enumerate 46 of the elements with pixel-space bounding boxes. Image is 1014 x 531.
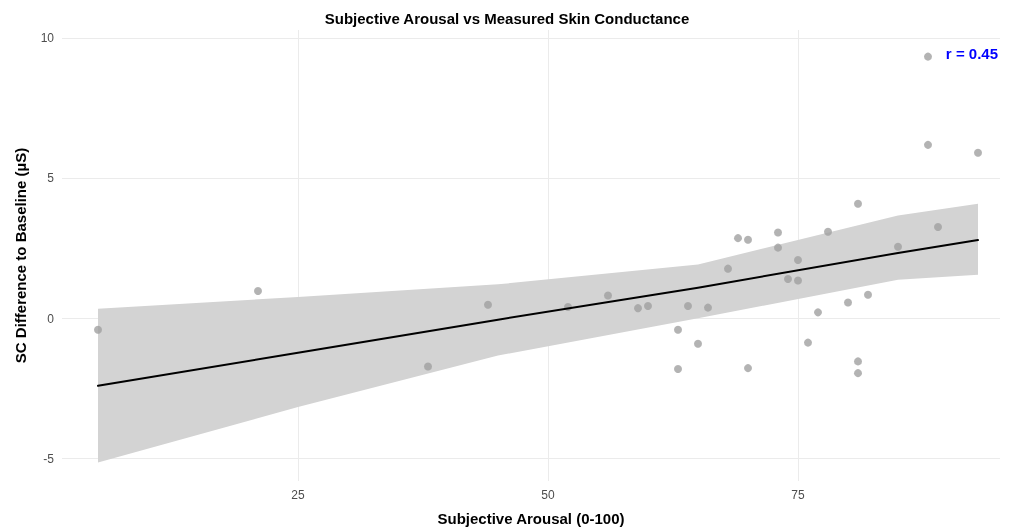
x-tick-label: 25 [291, 488, 305, 502]
point [894, 242, 902, 251]
point [94, 325, 102, 334]
point [644, 301, 652, 310]
point [724, 264, 732, 273]
point [734, 234, 742, 243]
y-tick-label: 5 [47, 171, 55, 186]
point [824, 227, 832, 236]
point [744, 235, 752, 244]
point [774, 228, 782, 237]
point [674, 364, 682, 373]
point [744, 364, 752, 373]
point [794, 276, 802, 285]
y-tick-label: 10 [40, 31, 55, 46]
point [794, 255, 802, 264]
point [924, 52, 932, 61]
point [634, 304, 642, 313]
point [254, 287, 262, 296]
point [854, 199, 862, 208]
x-tick-label: 50 [541, 488, 555, 502]
x-axis-title: Subjective Arousal (0-100) [437, 510, 625, 527]
line-series [97, 239, 979, 387]
point [704, 303, 712, 312]
point [924, 140, 932, 149]
point [934, 222, 942, 231]
point [684, 301, 692, 310]
x-tick-label: 75 [791, 488, 805, 502]
point [854, 369, 862, 378]
point [694, 339, 702, 348]
y-tick-label: -5 [43, 451, 55, 466]
point [674, 325, 682, 334]
point [864, 290, 872, 299]
annotation: r = 0.45 [945, 45, 999, 62]
point [604, 291, 612, 300]
y-tick-label: 0 [47, 311, 55, 326]
point [974, 148, 982, 157]
point [784, 275, 792, 284]
point [804, 338, 812, 347]
point [844, 298, 852, 307]
point [774, 243, 782, 252]
y-axis-title: SC Difference to Baseline (µS) [12, 147, 29, 364]
point [484, 300, 492, 309]
point [814, 308, 822, 317]
chart-title: Subjective Arousal vs Measured Skin Conductance [324, 10, 690, 27]
point [854, 357, 862, 366]
point [424, 362, 432, 371]
